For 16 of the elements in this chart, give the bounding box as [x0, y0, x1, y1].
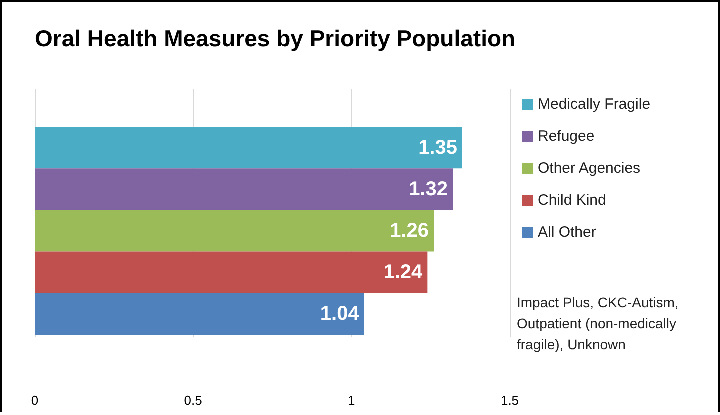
data-label: 1.26	[390, 220, 429, 242]
x-tick-label: 0	[31, 393, 39, 408]
data-label: 1.04	[320, 303, 360, 326]
data-label: 1.24	[384, 262, 424, 284]
data-label: 1.35	[418, 136, 458, 159]
legend-label: Child Kind	[538, 192, 606, 209]
legend-label: Refugee	[538, 128, 595, 145]
data-label: 1.32	[409, 178, 448, 200]
legend-label: Other Agencies	[538, 160, 641, 177]
legend-label: All Other	[538, 224, 596, 241]
chart-title: Oral Health Measures by Priority Population	[35, 26, 516, 52]
legend-label: Medically Fragile	[538, 96, 651, 113]
x-tick-label: 1	[348, 393, 356, 408]
x-tick-label: 0.5	[184, 393, 202, 408]
text: Impact Plus, CKC-Autism, Outpatient (non-medically fragile), Unknown	[517, 294, 683, 352]
x-tick-label: 1.5	[500, 393, 520, 408]
